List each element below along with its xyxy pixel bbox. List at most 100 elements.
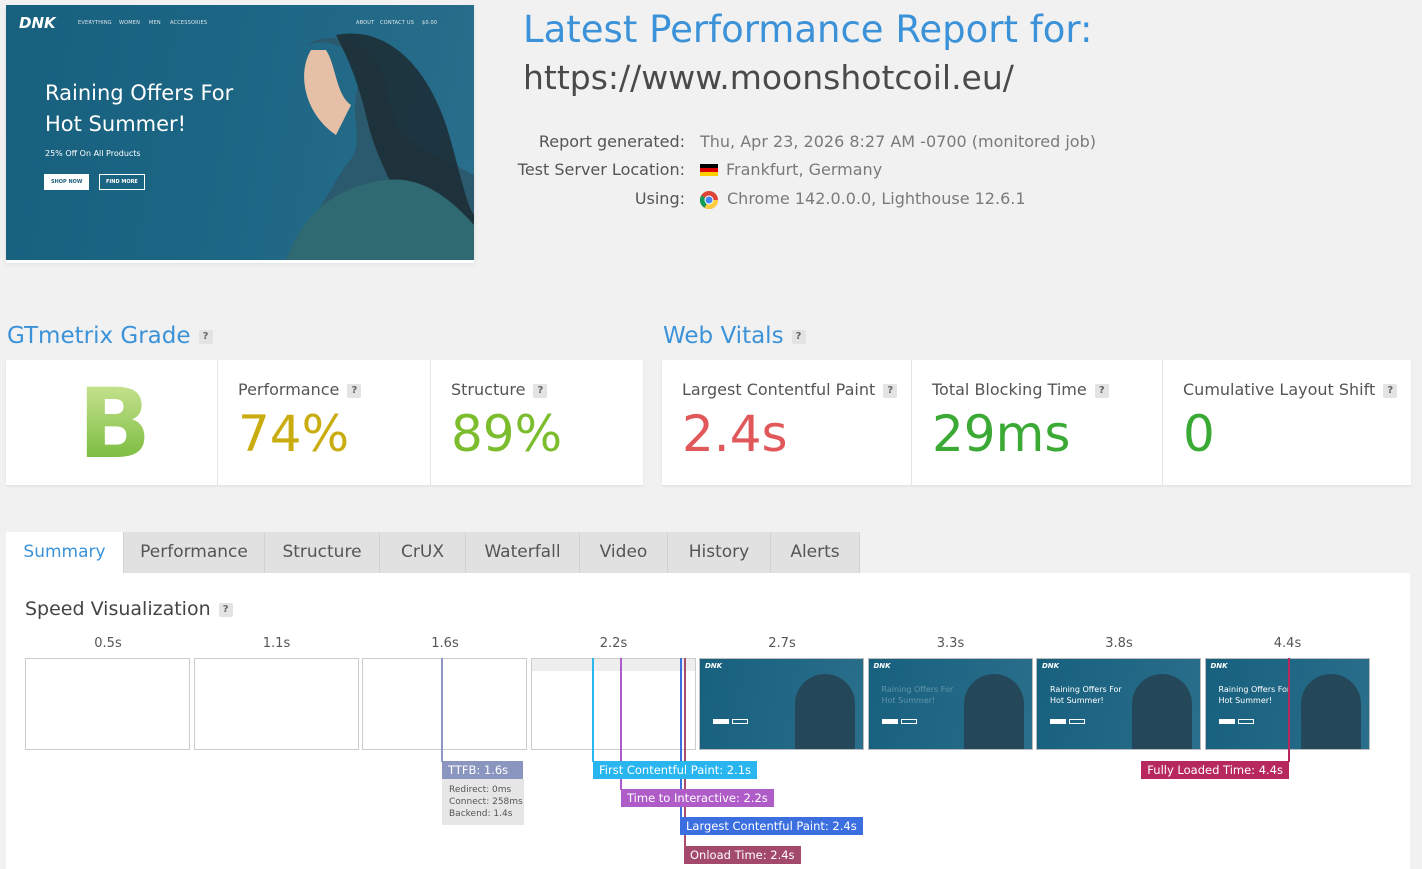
metric-value: 0 bbox=[1183, 405, 1215, 463]
detail-value: Chrome 142.0.0.0, Lighthouse 12.6.1 bbox=[727, 189, 1026, 208]
mini-logo: DNK bbox=[705, 662, 723, 670]
help-icon[interactable]: ? bbox=[1094, 383, 1109, 398]
preview-nav: EVERYTHING bbox=[78, 20, 112, 26]
frame-time: 2.7s bbox=[768, 636, 796, 651]
mini-hero: Hot Summer! bbox=[1218, 696, 1273, 705]
metric-cell: Cumulative Layout Shift? 0 bbox=[1162, 360, 1412, 485]
metric-label: Total Blocking Time? bbox=[932, 380, 1109, 399]
section-heading: Web Vitals? bbox=[663, 323, 806, 349]
marker-label: Largest Contentful Paint: 2.4s bbox=[680, 817, 863, 835]
filmstrip-frame: DNK bbox=[699, 658, 864, 750]
report-title: Latest Performance Report for: bbox=[523, 8, 1093, 51]
metric-value: 29ms bbox=[932, 405, 1071, 463]
mini-button bbox=[1050, 719, 1066, 724]
preview-nav: WOMEN bbox=[119, 20, 141, 26]
tab[interactable]: CrUX bbox=[380, 532, 466, 573]
hero-line: Raining Offers For bbox=[45, 81, 234, 105]
mini-figure bbox=[1300, 674, 1361, 749]
grade-letter: B bbox=[78, 368, 152, 480]
mini-button bbox=[881, 719, 898, 724]
frame-time: 2.2s bbox=[599, 636, 628, 651]
mini-button bbox=[732, 719, 748, 724]
grade-card: B Performance? 74% Structure? 89% bbox=[6, 360, 643, 485]
preview-nav: ABOUT bbox=[356, 20, 375, 26]
flag-germany bbox=[700, 164, 718, 176]
marker-line bbox=[1288, 658, 1290, 762]
tab[interactable]: Alerts bbox=[771, 532, 860, 573]
marker-label: TTFB: 1.6s bbox=[442, 761, 523, 779]
help-icon[interactable]: ? bbox=[883, 383, 898, 398]
filmstrip-frame bbox=[362, 658, 527, 750]
label-text: Largest Contentful Paint bbox=[682, 380, 876, 399]
tab[interactable]: Structure bbox=[265, 532, 380, 573]
help-icon[interactable]: ? bbox=[1383, 383, 1398, 398]
metric-cell: Performance? 74% bbox=[217, 360, 431, 485]
heading-text: Web Vitals bbox=[663, 323, 784, 349]
report-url: https://www.moonshotcoil.eu/ bbox=[523, 58, 1014, 97]
ttfb-details: Redirect: 0ms Connect: 258ms Backend: 1.… bbox=[442, 779, 524, 825]
help-icon[interactable]: ? bbox=[198, 329, 213, 344]
tab[interactable]: Waterfall bbox=[466, 532, 580, 573]
help-icon[interactable]: ? bbox=[791, 329, 806, 344]
marker-line bbox=[441, 658, 443, 762]
tab[interactable]: History bbox=[668, 532, 771, 573]
metric-value: 2.4s bbox=[682, 405, 788, 463]
jacket-shape bbox=[286, 179, 474, 260]
detail-label: Report generated: bbox=[538, 132, 685, 151]
label-text: Structure bbox=[451, 380, 526, 399]
mini-logo: DNK bbox=[1042, 662, 1060, 670]
filmstrip-frame: DNK Raining Offers For Hot Summer! bbox=[1036, 658, 1201, 750]
marker-line bbox=[620, 658, 622, 790]
tab[interactable]: Video bbox=[580, 532, 668, 573]
marker-label: First Contentful Paint: 2.1s bbox=[593, 761, 758, 779]
help-icon[interactable]: ? bbox=[347, 383, 362, 398]
metric-cell: Total Blocking Time? 29ms bbox=[911, 360, 1163, 485]
metric-label: Cumulative Layout Shift? bbox=[1183, 380, 1398, 399]
mini-figure bbox=[1132, 674, 1192, 749]
preview-nav: CONTACT US bbox=[380, 20, 415, 26]
speed-heading: Speed Visualization? bbox=[25, 598, 233, 620]
mini-button bbox=[713, 719, 729, 724]
mini-hero: Raining Offers For bbox=[1050, 685, 1122, 694]
vitals-card: Largest Contentful Paint? 2.4s Total Blo… bbox=[662, 360, 1411, 485]
metric-label: Structure? bbox=[451, 380, 548, 399]
metric-cell: Largest Contentful Paint? 2.4s bbox=[662, 360, 911, 485]
preview-nav: MEN bbox=[149, 20, 161, 26]
filmstrip-frame: DNK Raining Offers For Hot Summer! bbox=[1204, 658, 1370, 750]
mini-logo: DNK bbox=[1210, 662, 1228, 670]
marker-line bbox=[592, 658, 594, 762]
metric-label: Largest Contentful Paint? bbox=[682, 380, 898, 399]
preview-hero-title: Raining Offers For Hot Summer! bbox=[45, 78, 233, 140]
mini-button bbox=[900, 719, 917, 724]
detail-value: Thu, Apr 23, 2026 8:27 AM -0700 (monitor… bbox=[700, 132, 1096, 151]
help-icon[interactable]: ? bbox=[533, 383, 548, 398]
filmstrip-frame bbox=[530, 658, 696, 750]
heading-text: Speed Visualization bbox=[25, 598, 211, 620]
frame-time: 4.4s bbox=[1273, 636, 1302, 651]
help-icon[interactable]: ? bbox=[218, 602, 233, 617]
preview-art bbox=[286, 33, 474, 260]
ttfb-detail: Connect: 258ms bbox=[449, 797, 523, 807]
mini-hero: Raining Offers For bbox=[881, 685, 954, 694]
metric-label: Performance? bbox=[238, 380, 362, 399]
section-heading: GTmetrix Grade? bbox=[7, 323, 213, 349]
metric-value: 89% bbox=[451, 405, 563, 463]
tab[interactable]: Performance bbox=[124, 532, 265, 573]
frame-time: 1.1s bbox=[262, 636, 291, 651]
chrome-icon bbox=[700, 191, 718, 210]
frame-time: 3.8s bbox=[1105, 636, 1133, 651]
ttfb-detail: Redirect: 0ms bbox=[449, 785, 512, 795]
metric-cell: Structure? 89% bbox=[430, 360, 644, 485]
filmstrip-frame bbox=[25, 658, 190, 750]
preview-nav: $0.00 bbox=[422, 20, 438, 26]
face-shape bbox=[304, 50, 351, 135]
preview-subtitle: 25% Off On All Products bbox=[45, 149, 141, 158]
tab[interactable]: Summary bbox=[6, 532, 124, 573]
hero-line: Hot Summer! bbox=[45, 112, 187, 136]
preview-button: FIND MORE bbox=[99, 174, 145, 190]
filmstrip-frame: DNK Raining Offers For Hot Summer! bbox=[867, 658, 1033, 750]
label-text: Cumulative Layout Shift bbox=[1183, 380, 1376, 399]
mini-button bbox=[1069, 719, 1085, 724]
